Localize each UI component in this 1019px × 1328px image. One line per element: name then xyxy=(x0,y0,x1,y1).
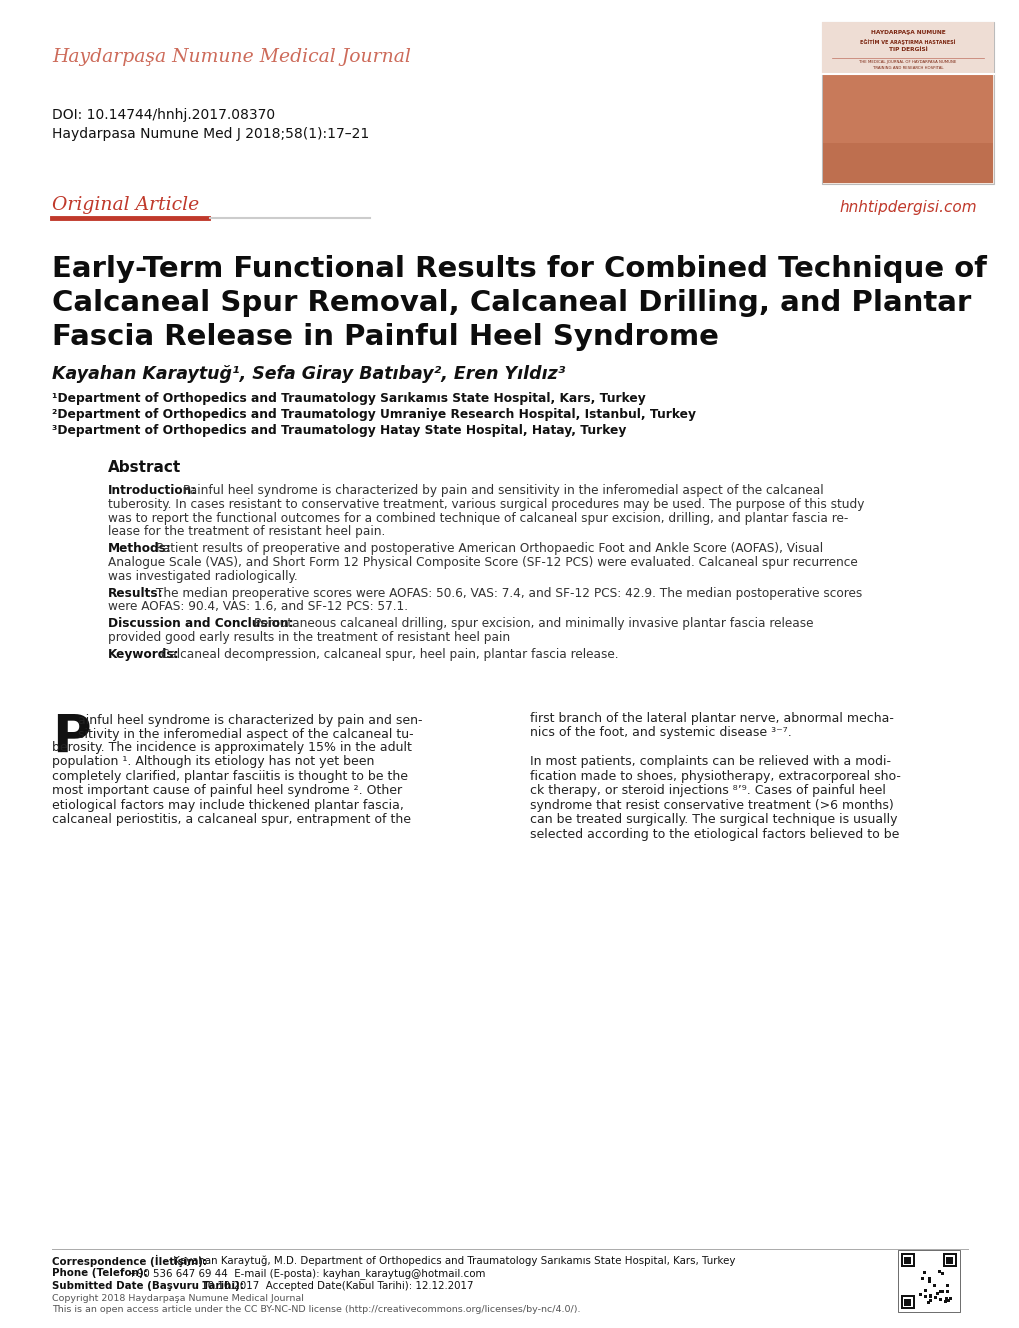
Bar xyxy=(822,143,993,183)
Bar xyxy=(948,1297,951,1300)
Bar xyxy=(928,1293,931,1297)
Bar xyxy=(935,1292,938,1295)
Bar xyxy=(946,1299,949,1301)
Bar xyxy=(922,1271,925,1274)
Text: provided good early results in the treatment of resistant heel pain: provided good early results in the treat… xyxy=(108,631,510,644)
Bar xyxy=(900,1254,914,1267)
Text: Percutaneous calcaneal drilling, spur excision, and minimally invasive plantar f: Percutaneous calcaneal drilling, spur ex… xyxy=(250,618,812,631)
Text: ³Department of Orthopedics and Traumatology Hatay State Hospital, Hatay, Turkey: ³Department of Orthopedics and Traumatol… xyxy=(52,424,626,437)
Text: Phone (Telefon):: Phone (Telefon): xyxy=(52,1268,148,1278)
Bar xyxy=(946,1256,953,1263)
Bar xyxy=(944,1255,955,1266)
Text: calcaneal periostitis, a calcaneal spur, entrapment of the: calcaneal periostitis, a calcaneal spur,… xyxy=(52,813,411,826)
Text: Patient results of preoperative and postoperative American Orthopaedic Foot and : Patient results of preoperative and post… xyxy=(152,542,822,555)
Bar xyxy=(904,1256,911,1263)
Text: HAYDARPAŞA NUMUNE: HAYDARPAŞA NUMUNE xyxy=(870,31,945,35)
Text: Painful heel syndrome is characterized by pain and sensitivity in the inferomedi: Painful heel syndrome is characterized b… xyxy=(178,483,822,497)
Text: completely clarified, plantar fasciitis is thought to be the: completely clarified, plantar fasciitis … xyxy=(52,770,408,782)
Bar xyxy=(902,1255,912,1266)
Bar xyxy=(938,1297,942,1301)
Text: This is an open access article under the CC BY-NC-ND license (http://creativecom: This is an open access article under the… xyxy=(52,1305,580,1313)
Text: +90 536 647 69 44  E-mail (E-posta): kayhan_karaytug@hotmail.com: +90 536 647 69 44 E-mail (E-posta): kayh… xyxy=(124,1268,485,1279)
Bar xyxy=(932,1284,935,1287)
Text: were AOFAS: 90.4, VAS: 1.6, and SF-12 PCS: 57.1.: were AOFAS: 90.4, VAS: 1.6, and SF-12 PC… xyxy=(108,600,408,614)
Text: was investigated radiologically.: was investigated radiologically. xyxy=(108,570,298,583)
Bar xyxy=(943,1254,956,1267)
Text: lease for the treatment of resistant heel pain.: lease for the treatment of resistant hee… xyxy=(108,526,385,538)
Text: can be treated surgically. The surgical technique is usually: can be treated surgically. The surgical … xyxy=(530,813,897,826)
Bar xyxy=(920,1278,923,1280)
Text: DOI: 10.14744/hnhj.2017.08370: DOI: 10.14744/hnhj.2017.08370 xyxy=(52,108,275,122)
Text: syndrome that resist conservative treatment (>6 months): syndrome that resist conservative treatm… xyxy=(530,798,893,811)
Bar xyxy=(927,1278,930,1280)
Bar xyxy=(902,1296,912,1307)
Bar xyxy=(943,1300,946,1303)
Text: Methods:: Methods: xyxy=(108,542,172,555)
Bar xyxy=(900,1295,914,1309)
Text: Correspondence (İletişim):: Correspondence (İletişim): xyxy=(52,1255,207,1267)
Bar xyxy=(928,1295,931,1297)
Bar xyxy=(944,1297,947,1300)
Bar xyxy=(926,1301,929,1304)
Bar xyxy=(918,1293,921,1296)
Bar xyxy=(945,1284,948,1287)
Text: selected according to the etiological factors believed to be: selected according to the etiological fa… xyxy=(530,827,899,841)
Text: ¹Department of Orthopedics and Traumatology Sarıkamıs State Hospital, Kars, Turk: ¹Department of Orthopedics and Traumatol… xyxy=(52,392,645,405)
Bar xyxy=(897,1250,959,1312)
Text: Introduction:: Introduction: xyxy=(108,483,197,497)
Bar xyxy=(821,23,994,74)
Text: berosity. The incidence is approximately 15% in the adult: berosity. The incidence is approximately… xyxy=(52,741,412,753)
Text: tuberosity. In cases resistant to conservative treatment, various surgical proce: tuberosity. In cases resistant to conser… xyxy=(108,498,863,511)
Text: Copyright 2018 Haydarpaşa Numune Medical Journal: Copyright 2018 Haydarpaşa Numune Medical… xyxy=(52,1293,304,1303)
Bar xyxy=(923,1295,926,1297)
Text: Haydarpasa Numune Med J 2018;58(1):17–21: Haydarpasa Numune Med J 2018;58(1):17–21 xyxy=(52,127,369,141)
Text: EĞİTİM VE ARAŞTIRMA HASTANESİ: EĞİTİM VE ARAŞTIRMA HASTANESİ xyxy=(859,39,955,45)
Text: TIP DERGİSİ: TIP DERGİSİ xyxy=(888,46,926,52)
Text: first branch of the lateral plantar nerve, abnormal mecha-: first branch of the lateral plantar nerv… xyxy=(530,712,893,725)
Text: nics of the foot, and systemic disease ³⁻⁷.: nics of the foot, and systemic disease ³… xyxy=(530,726,791,740)
Text: Haydarpaşa Numune Medical Journal: Haydarpaşa Numune Medical Journal xyxy=(52,48,411,66)
Text: Kayahan Karaytuğ, M.D. Department of Orthopedics and Traumatology Sarıkamıs Stat: Kayahan Karaytuğ, M.D. Department of Ort… xyxy=(170,1255,735,1266)
Text: Abstract: Abstract xyxy=(108,459,181,475)
Bar xyxy=(938,1289,942,1293)
Text: Fascia Release in Painful Heel Syndrome: Fascia Release in Painful Heel Syndrome xyxy=(52,323,718,351)
Text: Analogue Scale (VAS), and Short Form 12 Physical Composite Score (SF-12 PCS) wer: Analogue Scale (VAS), and Short Form 12 … xyxy=(108,556,857,568)
Text: Calcaneal decompression, calcaneal spur, heel pain, plantar fascia release.: Calcaneal decompression, calcaneal spur,… xyxy=(157,648,618,661)
Text: Early-Term Functional Results for Combined Technique of: Early-Term Functional Results for Combin… xyxy=(52,255,986,283)
Bar xyxy=(937,1270,941,1274)
Text: In most patients, complaints can be relieved with a modi-: In most patients, complaints can be reli… xyxy=(530,756,891,768)
Bar xyxy=(941,1289,943,1293)
Text: ck therapy, or steroid injections ⁸’⁹. Cases of painful heel: ck therapy, or steroid injections ⁸’⁹. C… xyxy=(530,784,886,797)
Bar xyxy=(923,1289,926,1292)
Bar xyxy=(904,1299,911,1305)
Text: hnhtipdergisi.com: hnhtipdergisi.com xyxy=(839,201,976,215)
Bar xyxy=(941,1272,943,1275)
Text: The median preoperative scores were AOFAS: 50.6, VAS: 7.4, and SF-12 PCS: 42.9. : The median preoperative scores were AOFA… xyxy=(152,587,861,600)
Text: Calcaneal Spur Removal, Calcaneal Drilling, and Plantar: Calcaneal Spur Removal, Calcaneal Drilli… xyxy=(52,290,970,317)
Bar xyxy=(822,74,993,183)
Text: 10.10.2017  Accepted Date(Kabul Tarihi): 12.12.2017: 10.10.2017 Accepted Date(Kabul Tarihi): … xyxy=(198,1282,473,1291)
Text: THE MEDICAL JOURNAL OF HAYDARPASA NUMUNE: THE MEDICAL JOURNAL OF HAYDARPASA NUMUNE xyxy=(858,60,956,64)
Bar xyxy=(928,1299,931,1301)
Bar xyxy=(945,1289,948,1293)
Text: most important cause of painful heel syndrome ². Other: most important cause of painful heel syn… xyxy=(52,784,401,797)
Text: population ¹. Although its etiology has not yet been: population ¹. Although its etiology has … xyxy=(52,756,374,768)
Bar xyxy=(933,1296,936,1299)
Text: Results:: Results: xyxy=(108,587,163,600)
Text: TRAINING AND RESEARCH HOSPITAL: TRAINING AND RESEARCH HOSPITAL xyxy=(872,66,943,70)
Text: Keywords:: Keywords: xyxy=(108,648,179,661)
Bar xyxy=(821,23,994,185)
Text: Original Article: Original Article xyxy=(52,197,199,214)
Text: ²Department of Orthopedics and Traumatology Umraniye Research Hospital, Istanbul: ²Department of Orthopedics and Traumatol… xyxy=(52,408,695,421)
Text: Discussion and Conclusion:: Discussion and Conclusion: xyxy=(108,618,293,631)
Text: etiological factors may include thickened plantar fascia,: etiological factors may include thickene… xyxy=(52,798,404,811)
Bar xyxy=(927,1280,930,1283)
Text: Kayahan Karaytuğ¹, Sefa Giray Batıbay², Eren Yıldız³: Kayahan Karaytuğ¹, Sefa Giray Batıbay², … xyxy=(52,365,565,382)
Text: fication made to shoes, physiotherapy, extracorporeal sho-: fication made to shoes, physiotherapy, e… xyxy=(530,770,900,782)
Text: was to report the functional outcomes for a combined technique of calcaneal spur: was to report the functional outcomes fo… xyxy=(108,511,848,525)
Text: Submitted Date (Başvuru Tarihi):: Submitted Date (Başvuru Tarihi): xyxy=(52,1282,244,1291)
Text: P: P xyxy=(52,712,91,764)
Text: ainful heel syndrome is characterized by pain and sen-: ainful heel syndrome is characterized by… xyxy=(77,713,422,726)
Text: sitivity in the inferomedial aspect of the calcaneal tu-: sitivity in the inferomedial aspect of t… xyxy=(77,728,414,741)
